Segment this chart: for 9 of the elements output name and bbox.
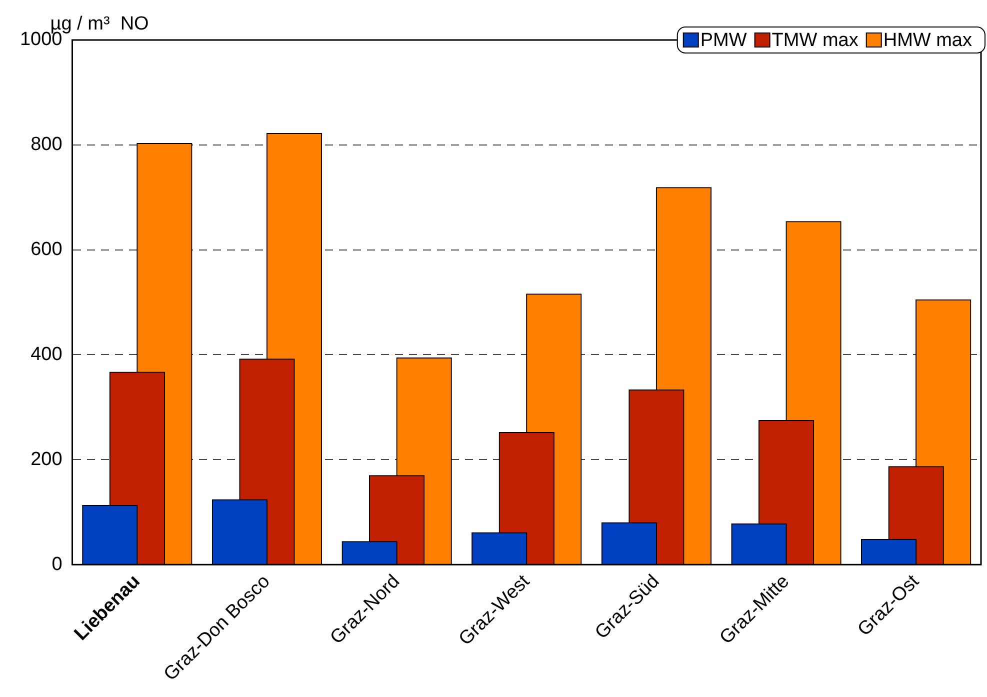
y-tick-label: 800 (30, 134, 62, 156)
legend-label: TMW max (772, 30, 859, 52)
y-tick-label: 200 (30, 448, 62, 470)
legend-label: HMW max (883, 30, 972, 52)
legend-label: PMW (700, 30, 747, 52)
y-tick-label: 600 (30, 239, 62, 260)
y-tick-label: 400 (30, 344, 62, 365)
y-tick-label: 0 (52, 554, 62, 575)
y-axis-title: µg / m³ NO (50, 14, 149, 35)
